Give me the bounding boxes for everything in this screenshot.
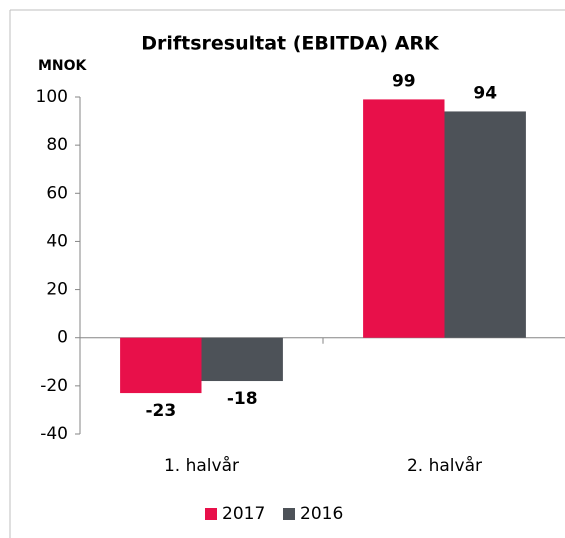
legend-label: 2016 [300,504,343,524]
bar [444,111,526,338]
y-tick-label: -20 [40,376,68,396]
y-tick-label: 0 [57,328,68,348]
y-axis-label: MNOK [38,58,88,74]
legend-swatch [205,508,217,520]
x-tick-label: 1. halvår [164,455,239,476]
y-tick-label: 100 [36,87,68,107]
y-tick-label: 80 [46,135,68,155]
bar [120,337,202,394]
data-label: 94 [473,83,497,103]
data-label: 99 [392,71,416,91]
bar [201,337,283,382]
data-label: -18 [227,389,258,409]
y-tick-label: 60 [46,183,68,203]
y-tick-label: 20 [46,280,68,300]
x-tick-label: 2. halvår [407,455,482,476]
chart-title: Driftsresultat (EBITDA) ARK [141,33,440,55]
bar [363,99,445,338]
legend-swatch [283,508,295,520]
y-tick-label: 40 [46,231,68,251]
legend-label: 2017 [222,504,265,524]
y-tick-label: -40 [40,424,68,444]
data-label: -23 [145,401,176,421]
